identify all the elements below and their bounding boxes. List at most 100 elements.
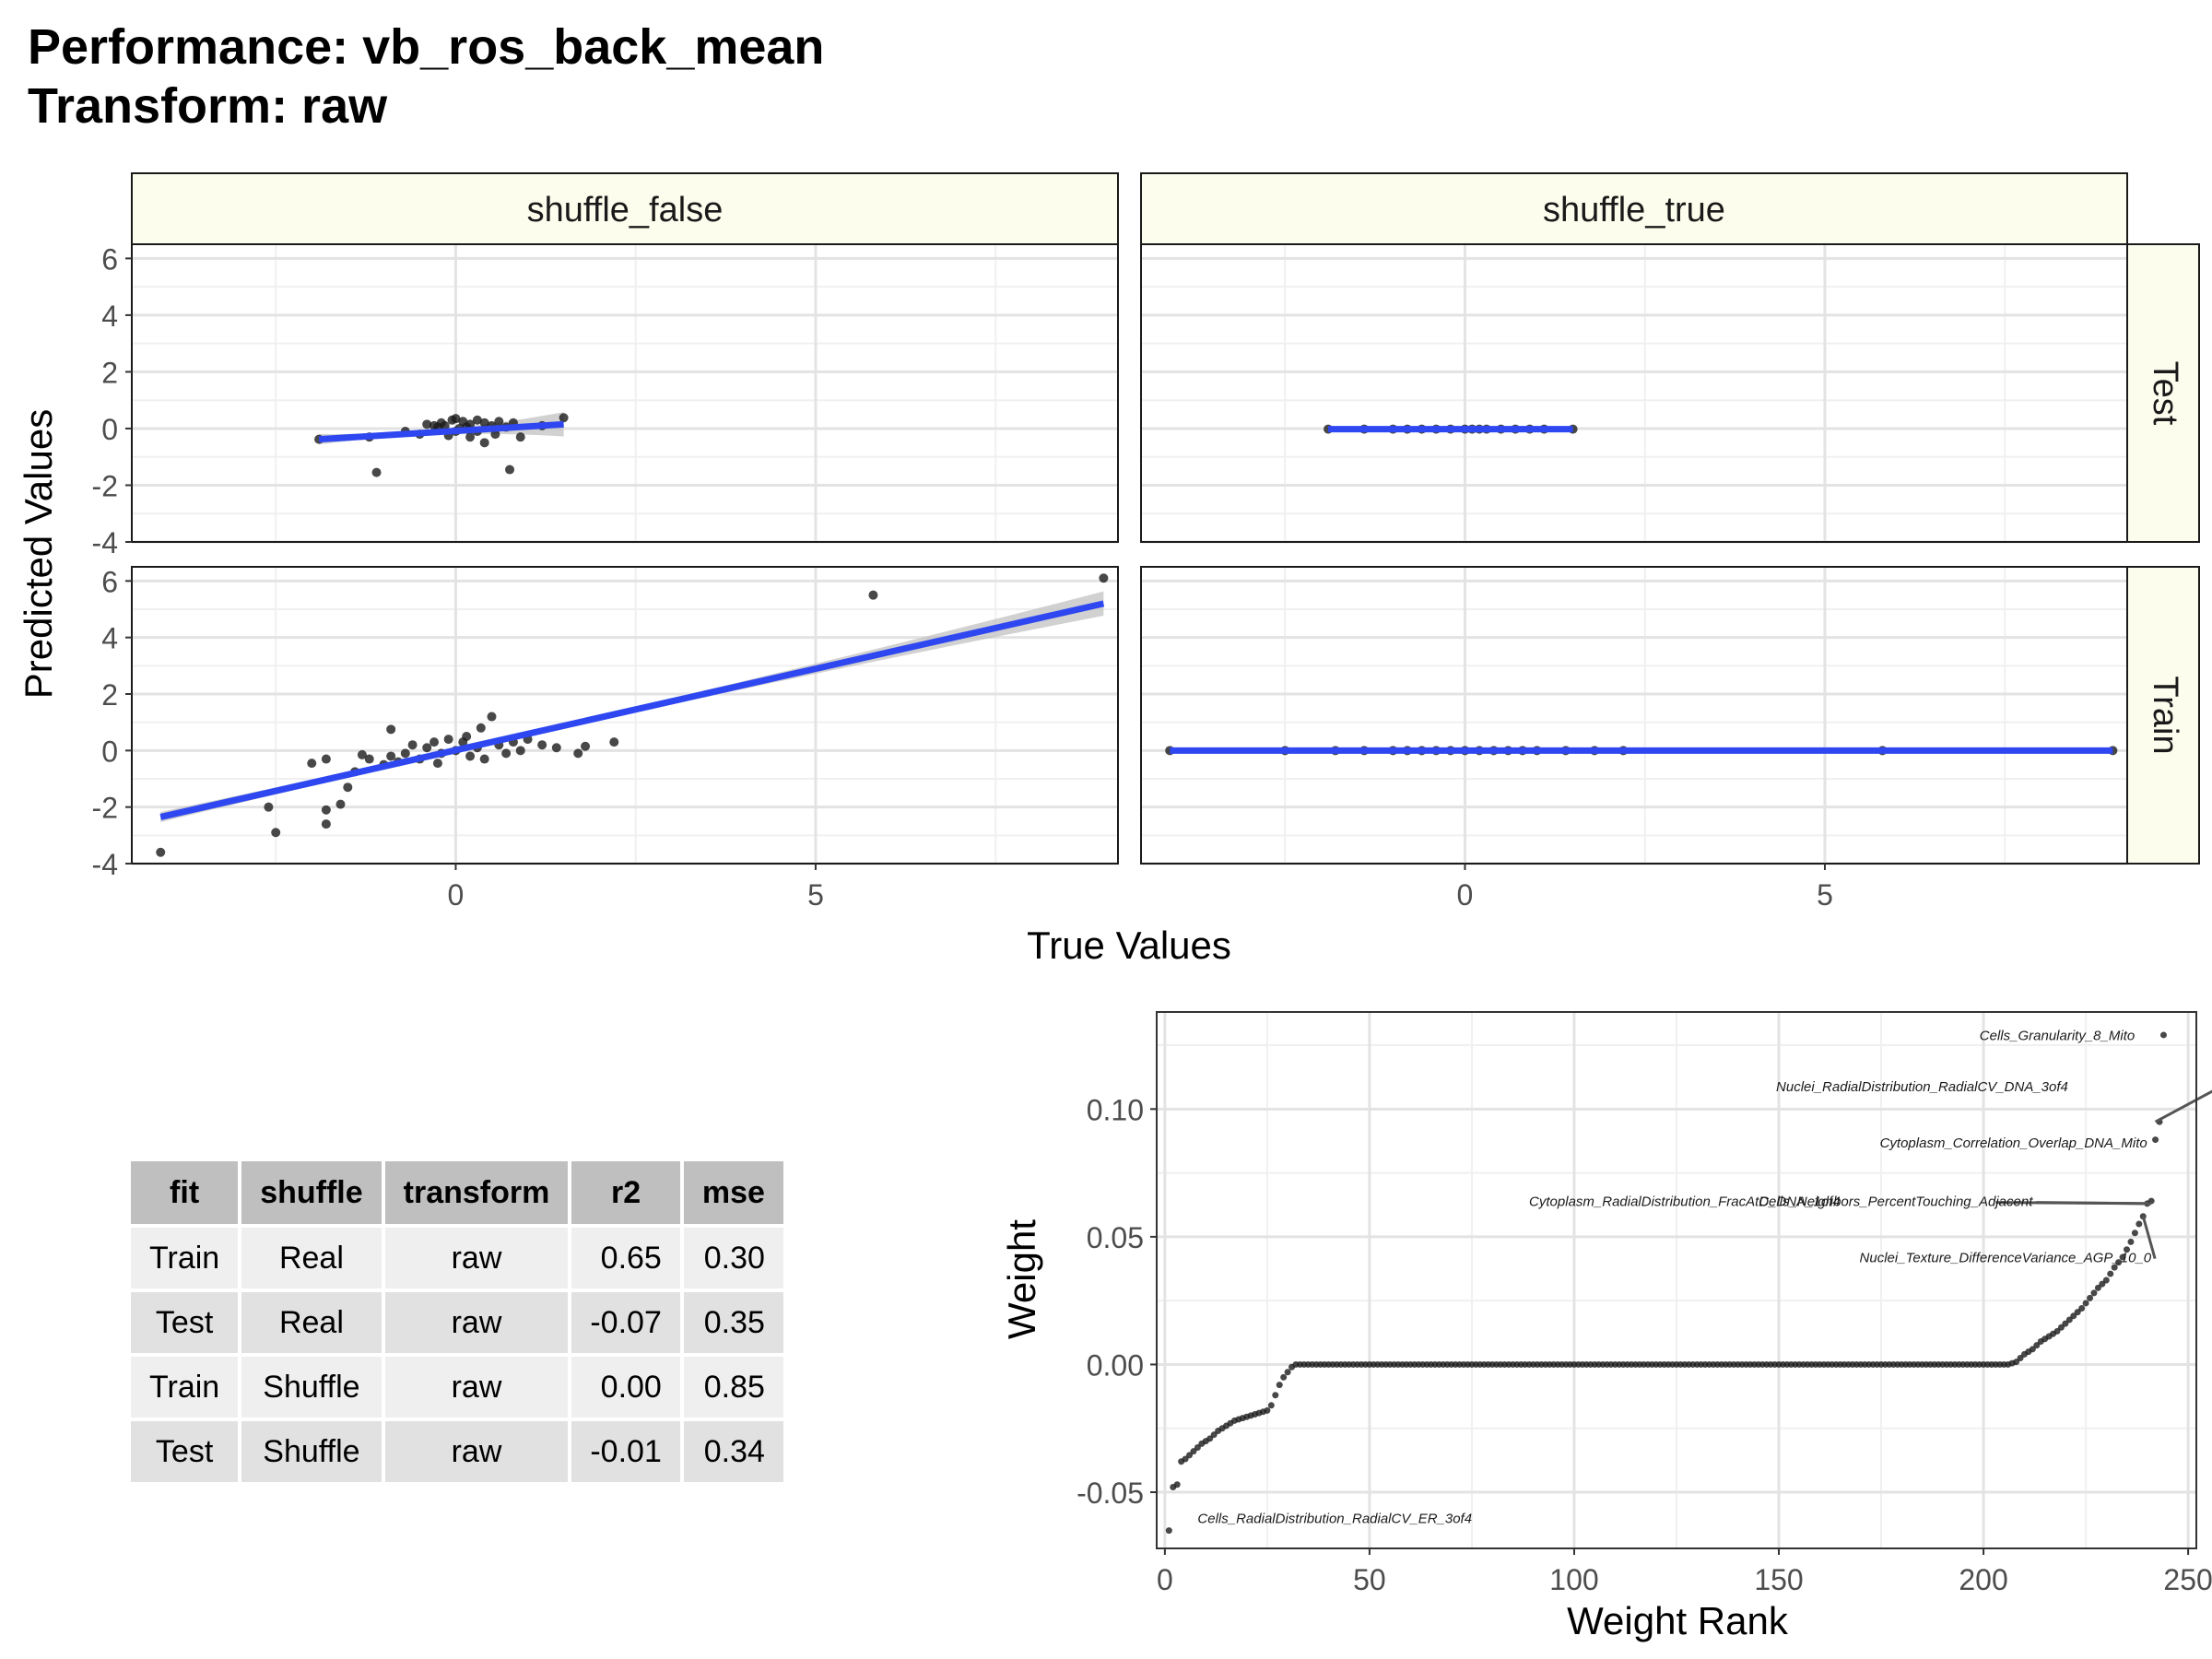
x-tick-label: 200	[1959, 1563, 2007, 1596]
table-cell-mse: 0.85	[683, 1357, 783, 1418]
x-tick-label: 0	[1457, 878, 1474, 912]
table-header-mse: mse	[683, 1161, 783, 1224]
data-point	[386, 724, 396, 735]
data-point	[581, 741, 591, 751]
panel-background	[1141, 244, 2127, 542]
y-tick-label: 0.00	[1087, 1348, 1144, 1382]
data-point	[343, 782, 353, 793]
panel-background	[1141, 567, 2127, 864]
x-tick-label: 250	[2163, 1563, 2212, 1596]
y-tick-label: 0.10	[1087, 1093, 1144, 1126]
weight-point	[2070, 1312, 2077, 1320]
data-point	[440, 420, 450, 430]
x-tick-label: 5	[1817, 878, 1833, 912]
table-cell-shuffle: Real	[241, 1228, 382, 1288]
weight-annotation: Cells_Neighbors_PercentTouching_Adjacent	[1759, 1194, 2033, 1210]
data-point	[321, 754, 331, 764]
x-tick-label: 5	[807, 878, 824, 912]
facet-label-train: Train	[2146, 676, 2184, 754]
facet-label-shuffle_false: shuffle_false	[527, 191, 724, 229]
panel-background	[132, 244, 1118, 542]
table-cell-r2: -0.01	[571, 1421, 680, 1482]
data-point	[371, 467, 382, 477]
weight-point	[1264, 1406, 1271, 1414]
weight-point	[2082, 1300, 2089, 1307]
x-tick-label: 100	[1549, 1563, 1598, 1596]
weight-point	[1190, 1448, 1197, 1455]
weight-point	[2013, 1359, 2020, 1366]
weight-point	[2053, 1327, 2061, 1335]
table-cell-fit: Test	[131, 1421, 239, 1482]
data-point	[490, 429, 500, 440]
data-point	[321, 805, 331, 815]
weight-point	[2152, 1136, 2159, 1144]
table-cell-fit: Train	[131, 1228, 239, 1288]
panel-border	[131, 566, 1119, 865]
table-cell-r2: -0.07	[571, 1292, 680, 1353]
data-point	[407, 740, 418, 750]
weight-point	[2078, 1304, 2086, 1312]
data-point	[494, 417, 504, 427]
data-point	[307, 759, 317, 769]
y-tick-label: -2	[92, 469, 118, 502]
data-point	[1099, 573, 1109, 583]
chart-title-line1: Performance: vb_ros_back_mean	[28, 19, 825, 75]
facet-strip-test	[2126, 243, 2200, 543]
table-cell-mse: 0.35	[683, 1292, 783, 1353]
weight-point	[2159, 1031, 2167, 1039]
weight-point	[2062, 1320, 2069, 1327]
data-point	[264, 802, 274, 812]
annotation-leader	[2036, 1201, 2147, 1206]
fit-line	[159, 600, 1105, 820]
data-point	[462, 732, 472, 741]
weight-point	[2094, 1284, 2101, 1291]
data-point	[386, 751, 396, 761]
table-cell-mse: 0.30	[683, 1228, 783, 1288]
weight-point	[1210, 1431, 1218, 1439]
facet-label-test: Test	[2146, 361, 2184, 426]
x-tick-label: 50	[1353, 1563, 1386, 1596]
y-tick-label: 4	[101, 622, 118, 655]
weight-point	[2124, 1246, 2131, 1253]
weight-point	[1206, 1435, 1214, 1442]
table-cell-r2: 0.65	[571, 1228, 680, 1288]
table-row: Test Shuffle raw -0.01 0.34	[131, 1421, 783, 1482]
y-tick-label: 6	[101, 565, 118, 598]
data-point	[156, 847, 166, 857]
table-header-row: fit shuffle transform r2 mse	[131, 1161, 783, 1224]
weight-annotation: Cells_RadialDistribution_RadialCV_ER_3of…	[1197, 1511, 1472, 1526]
data-point	[364, 754, 374, 764]
weight-point	[1276, 1382, 1283, 1389]
weight-point	[2017, 1355, 2024, 1362]
table-cell-transform: raw	[384, 1421, 569, 1482]
facet-strip-train	[2126, 566, 2200, 865]
table-row: Train Shuffle raw 0.00 0.85	[131, 1357, 783, 1418]
weight-x-axis-label: Weight Rank	[1567, 1599, 1789, 1642]
weight-point	[1267, 1402, 1275, 1409]
y-tick-label: 2	[101, 356, 118, 389]
data-point	[321, 819, 331, 830]
data-point	[559, 413, 569, 423]
weight-y-axis-label: Weight	[1000, 1219, 1043, 1339]
data-point	[479, 754, 489, 764]
weight-point	[2107, 1270, 2114, 1277]
annotation-leader	[2154, 1089, 2212, 1124]
weight-point	[1272, 1392, 1279, 1399]
weight-point	[2127, 1238, 2135, 1245]
table-cell-shuffle: Shuffle	[241, 1421, 382, 1482]
data-point	[609, 737, 619, 747]
weight-point	[2087, 1294, 2094, 1301]
table-cell-fit: Test	[131, 1292, 239, 1353]
data-point	[443, 735, 453, 745]
data-point	[479, 418, 489, 428]
panel-border	[1140, 243, 2128, 543]
y-tick-label: -4	[92, 848, 118, 881]
y-tick-label: 0	[101, 735, 118, 768]
y-tick-label: 0.05	[1087, 1221, 1144, 1254]
table-row: Test Real raw -0.07 0.35	[131, 1292, 783, 1353]
table-header-fit: fit	[131, 1161, 239, 1224]
y-axis-label: Predicted Values	[17, 409, 60, 699]
data-point	[505, 465, 515, 475]
table-header-transform: transform	[384, 1161, 569, 1224]
data-point	[515, 746, 525, 756]
